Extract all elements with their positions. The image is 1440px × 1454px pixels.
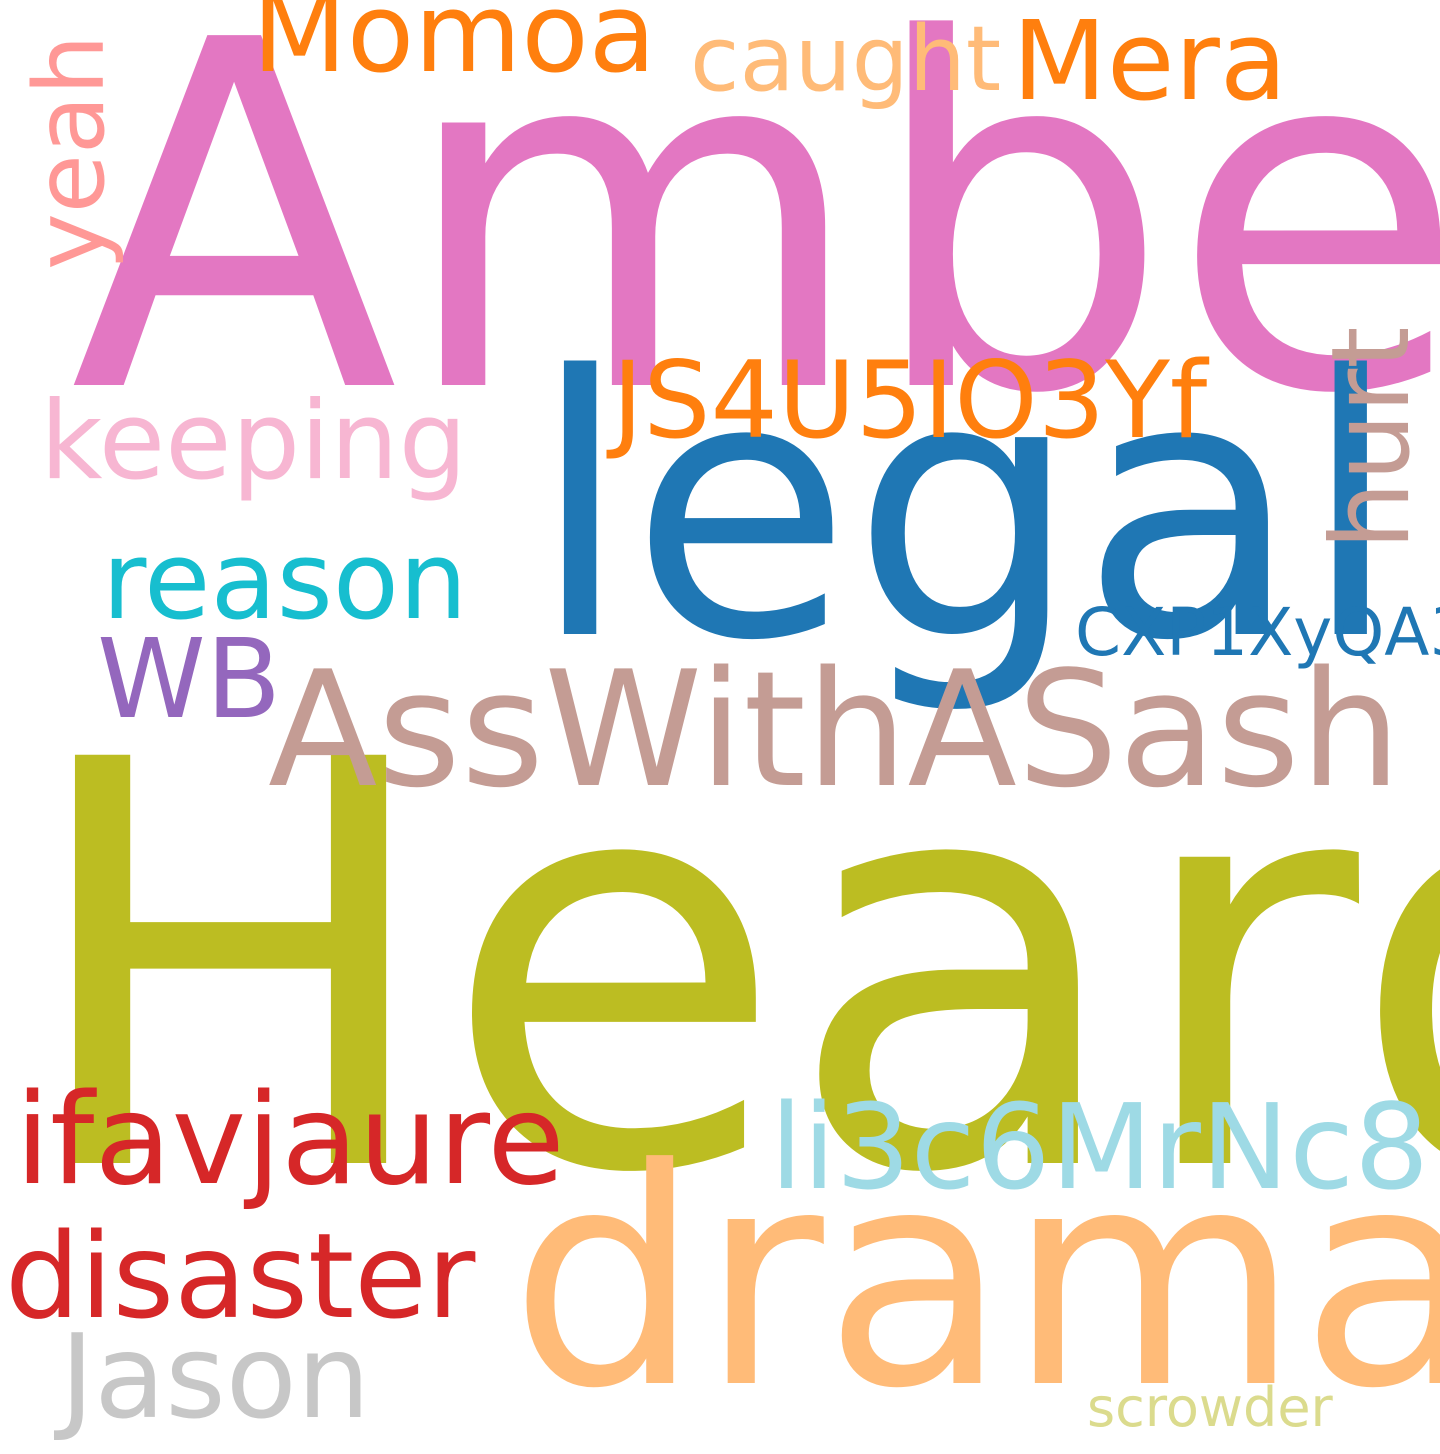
word-li3c6mrnc8: li3c6MrNc8 [770, 1078, 1430, 1216]
word-caught: caught [690, 7, 1002, 112]
word-keeping: keeping [40, 379, 468, 504]
word-scrowder: scrowder [1087, 1376, 1333, 1439]
word-jason: Jason [60, 1310, 371, 1445]
word-ifavjaure: ifavjaure [15, 1066, 565, 1213]
word-hurt: hurt [1309, 326, 1434, 550]
word-drama: drama [510, 1105, 1440, 1454]
word-asswithasash: AssWithASash [268, 636, 1402, 823]
word-heard: Heard [20, 644, 1440, 1296]
word-yeah: yeah [14, 34, 126, 270]
word-js4u5io3yf: JS4U5IO3Yf [612, 339, 1208, 462]
word-disaster: disaster [5, 1207, 476, 1345]
word-mera: Mera [1012, 0, 1288, 125]
word-momoa: Momoa [252, 0, 657, 97]
word-legal: legal [530, 300, 1401, 719]
word-reason: reason [102, 519, 468, 644]
word-cxp1xyqa3p: CXP1XyQA3p [1075, 594, 1440, 671]
word-wb: WB [97, 615, 282, 743]
word-amber: Amber [70, 0, 1440, 499]
